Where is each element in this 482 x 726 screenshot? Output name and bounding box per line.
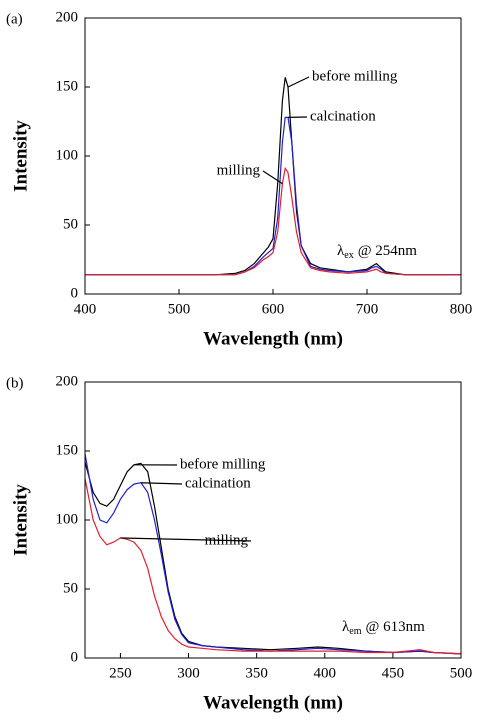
plot-frame: [84, 17, 462, 295]
y-tick-label: 200: [56, 9, 79, 25]
leader-line: [287, 76, 310, 88]
x-tick-label: 450: [382, 665, 405, 681]
x-tick-label: 300: [177, 665, 200, 681]
x-tick-label: 250: [109, 665, 132, 681]
y-tick-label: 0: [71, 285, 79, 301]
y-tick-label: 200: [56, 373, 79, 389]
series-label: before milling: [312, 68, 398, 84]
series-line: [85, 166, 461, 276]
series-label: calcination: [185, 475, 251, 491]
series-label: calcination: [310, 108, 376, 124]
series-line: [84, 453, 462, 655]
y-axis-label: Intensity: [10, 484, 31, 556]
leader-line: [140, 482, 183, 485]
plot-frame: [84, 381, 462, 659]
series-label: before milling: [180, 456, 266, 472]
annotation: λex @ 254nm: [337, 243, 417, 261]
y-axis-label: Intensity: [10, 120, 31, 192]
x-tick-label: 400: [74, 301, 97, 317]
x-axis-label: Wavelength (nm): [203, 692, 343, 713]
y-tick-label: 100: [56, 147, 79, 163]
panel-label: (b): [6, 375, 24, 391]
series-line: [84, 461, 462, 655]
x-tick-label: 600: [262, 301, 285, 317]
y-tick-label: 150: [56, 442, 79, 458]
y-tick-label: 0: [71, 649, 79, 665]
y-tick-label: 50: [63, 216, 78, 232]
x-tick-label: 400: [314, 665, 337, 681]
y-tick-label: 100: [56, 511, 79, 527]
series-line: [84, 478, 462, 655]
annotation-subscript: em: [349, 626, 361, 637]
x-tick-label: 350: [245, 665, 268, 681]
annotation-symbol: λ: [337, 243, 345, 259]
x-tick-label: 700: [356, 301, 379, 317]
annotation-symbol: λ: [342, 619, 350, 635]
annotation: λem @ 613nm: [342, 619, 425, 637]
y-tick-label: 150: [56, 78, 79, 94]
x-tick-label: 500: [168, 301, 191, 317]
annotation-text: @ 254nm: [358, 243, 418, 259]
leader-line: [120, 537, 252, 542]
series-label: milling: [217, 162, 261, 178]
annotation-subscript: ex: [344, 250, 353, 261]
annotation-text: @ 613nm: [366, 619, 426, 635]
x-axis-label: Wavelength (nm): [203, 328, 343, 349]
leader-line: [262, 170, 283, 185]
panel-label: (a): [6, 11, 23, 27]
series-label: milling: [205, 532, 249, 548]
y-tick-label: 50: [63, 580, 78, 596]
x-tick-label: 500: [450, 665, 473, 681]
x-tick-label: 800: [450, 301, 473, 317]
